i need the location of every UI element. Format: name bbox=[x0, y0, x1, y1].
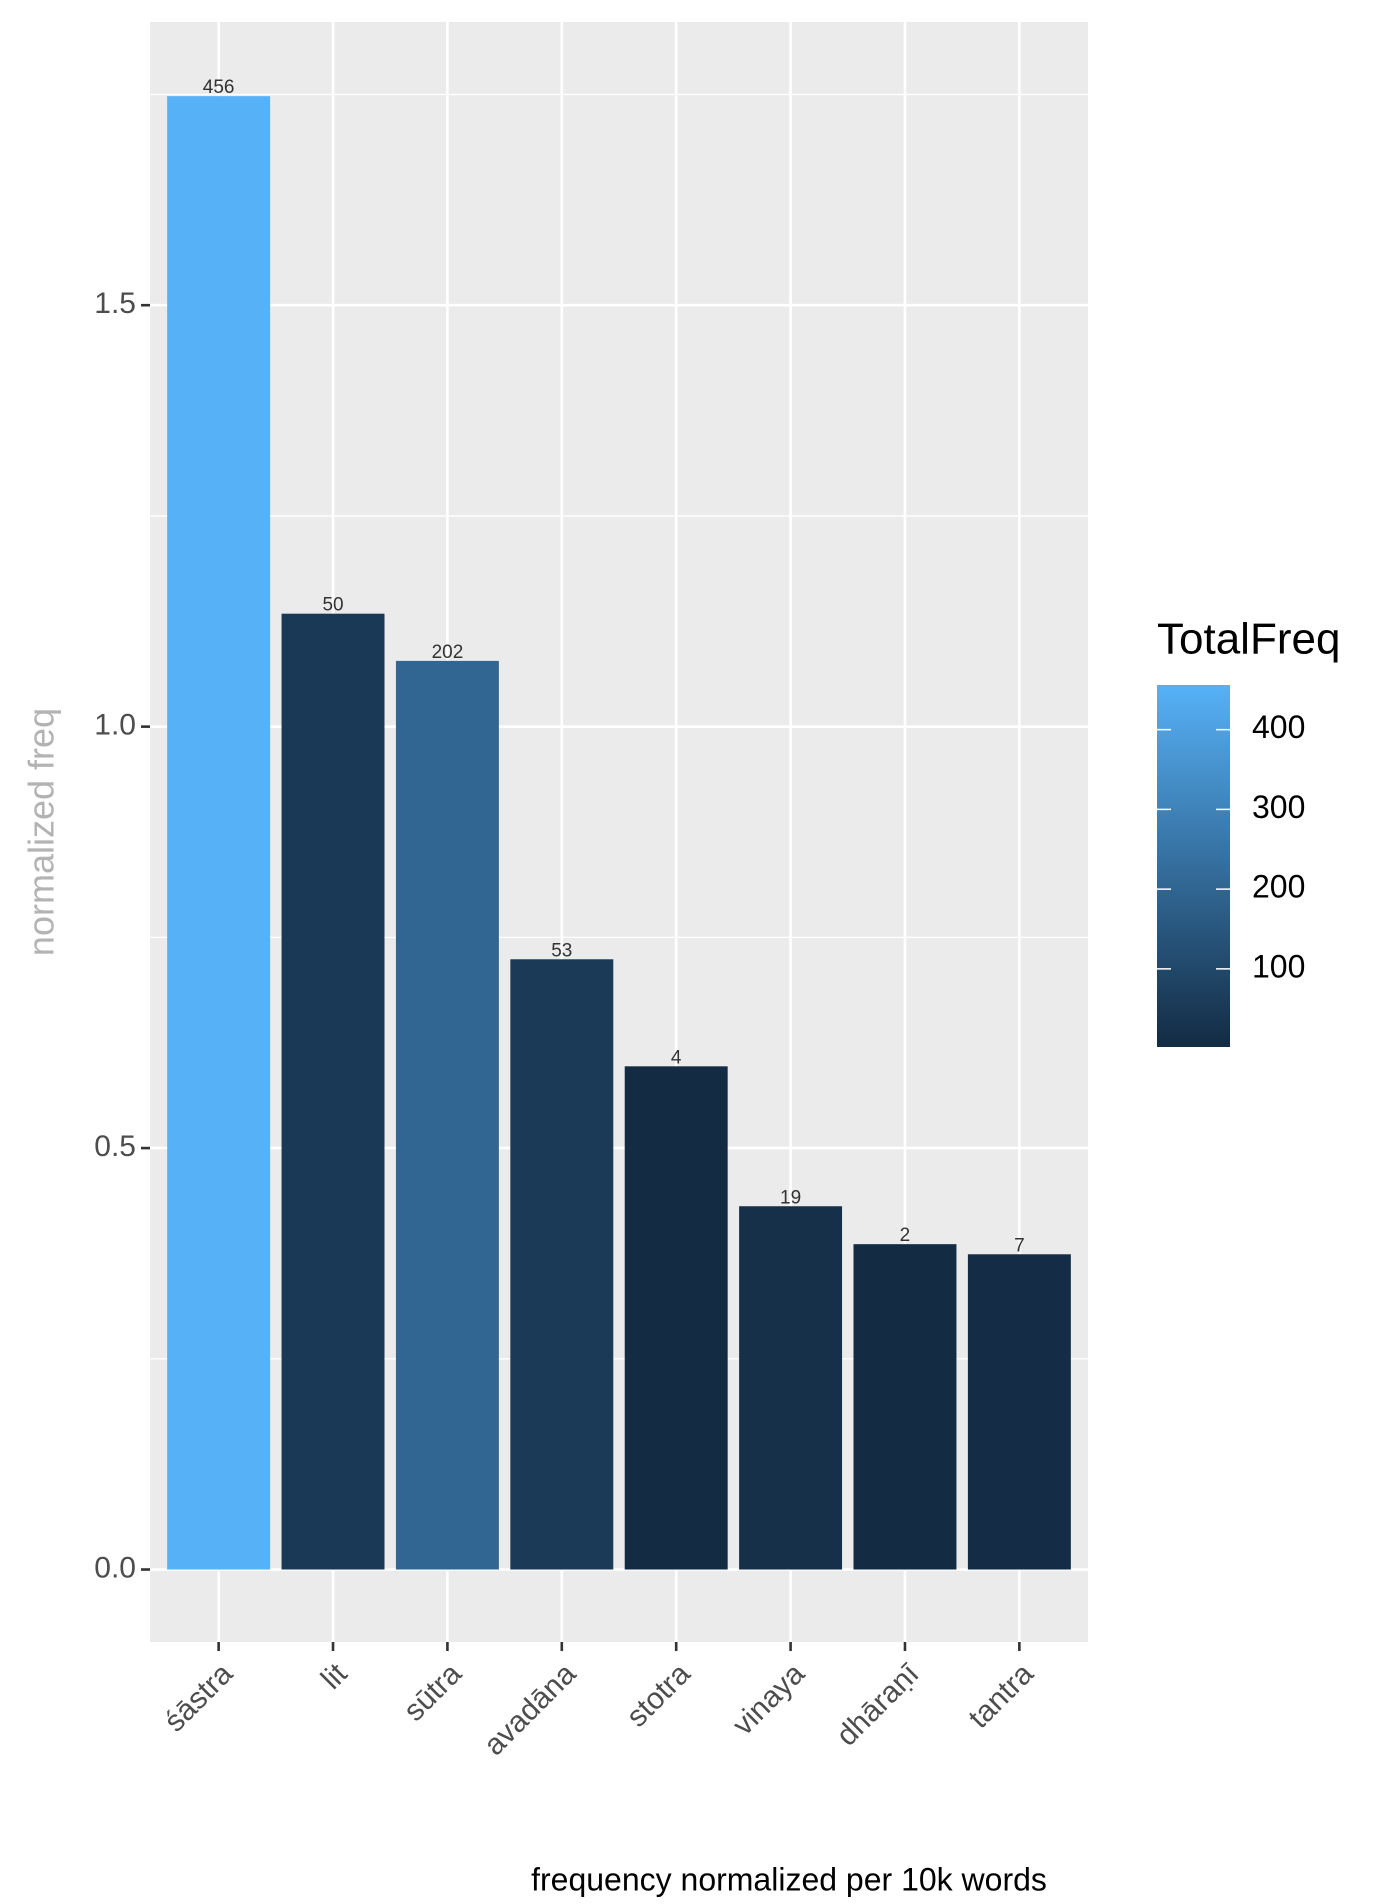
x-tick-label: stotra bbox=[620, 1657, 697, 1734]
x-tick-label: śāstra bbox=[158, 1657, 239, 1738]
value-label: 202 bbox=[432, 642, 464, 663]
legend-label: 300 bbox=[1252, 789, 1305, 825]
caption: frequency normalized per 10k words bbox=[531, 1861, 1047, 1897]
bar bbox=[967, 1254, 1071, 1570]
legend-label: 100 bbox=[1252, 948, 1305, 984]
x-tick-label: avadāna bbox=[478, 1657, 583, 1762]
value-label: 19 bbox=[780, 1187, 801, 1208]
legend-label: 200 bbox=[1252, 869, 1305, 905]
bar bbox=[167, 96, 271, 1570]
x-tick-label: vinaya bbox=[726, 1657, 811, 1742]
bar bbox=[395, 660, 499, 1570]
value-label: 4 bbox=[671, 1047, 682, 1068]
colorbar bbox=[1157, 685, 1230, 1047]
value-label: 456 bbox=[203, 77, 235, 98]
y-tick-label: 0.5 bbox=[94, 1130, 136, 1163]
y-tick-label: 0.0 bbox=[94, 1551, 136, 1584]
legend-title: TotalFreq bbox=[1157, 615, 1340, 664]
bar bbox=[510, 959, 614, 1570]
x-tick-label: tantra bbox=[962, 1657, 1040, 1735]
bar bbox=[281, 613, 385, 1570]
x-tick-label: dhāraṇī bbox=[830, 1657, 926, 1753]
y-tick-label: 1.0 bbox=[94, 709, 136, 742]
bar bbox=[853, 1244, 957, 1570]
y-axis-title: normalized freq bbox=[21, 708, 62, 956]
y-tick-label: 1.5 bbox=[94, 287, 136, 320]
bar bbox=[624, 1066, 728, 1570]
x-tick-label: lit bbox=[315, 1657, 354, 1696]
value-label: 2 bbox=[900, 1225, 911, 1246]
value-label: 7 bbox=[1014, 1235, 1025, 1256]
value-label: 50 bbox=[322, 595, 343, 616]
x-tick-label: sūtra bbox=[397, 1657, 468, 1728]
bar bbox=[739, 1206, 843, 1570]
legend-label: 400 bbox=[1252, 709, 1305, 745]
value-label: 53 bbox=[551, 940, 572, 961]
